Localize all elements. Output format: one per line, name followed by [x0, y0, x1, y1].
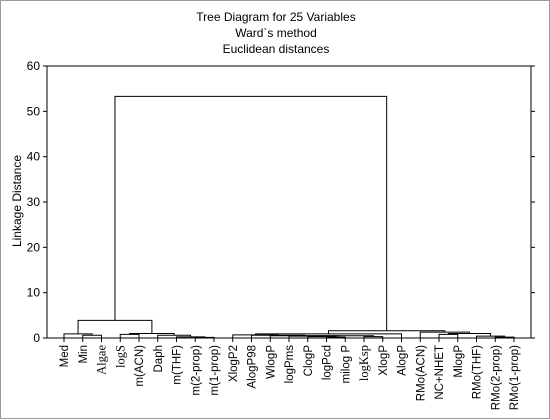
dendrogram-link: [129, 332, 175, 336]
leaf-label: RMo(ACN): [415, 345, 427, 401]
dendrogram-link: [327, 330, 446, 334]
dendrogram-links: [63, 95, 515, 338]
leaf-label: XlogP: [378, 345, 390, 376]
y-tick-label: 60: [27, 59, 41, 73]
leaf-label: RMo(THF): [472, 345, 484, 399]
leaf-label: logS: [113, 345, 127, 368]
dendrogram-link: [119, 333, 140, 338]
leaf-label: logKsp: [357, 345, 371, 381]
leaf-label: logPcd: [322, 345, 334, 380]
leaf-label: m(2-prop): [190, 345, 202, 396]
dendrogram-link: [476, 335, 506, 338]
leaf-label: XlogP2: [228, 345, 240, 382]
y-tick-label: 10: [27, 286, 41, 300]
dendrogram-link: [232, 334, 279, 338]
leaf-label: milog P: [340, 345, 352, 384]
y-axis: 0 10 20 30 40 50 60: [27, 59, 535, 345]
y-tick-label: 50: [27, 104, 41, 118]
leaf-label: Med: [59, 345, 71, 367]
leaf-label: MlogP: [453, 345, 465, 378]
dendrogram-link: [419, 331, 470, 338]
dendrogram-link: [77, 319, 153, 334]
leaf-label: Min: [78, 345, 90, 364]
leaf-label: Algae: [95, 345, 109, 375]
chart-subtitle-distance: Euclidean distances: [223, 42, 330, 56]
leaf-label: Daph: [153, 345, 165, 373]
chart-title: Tree Diagram for 25 Variables: [196, 10, 355, 24]
leaf-label: NC+NHET: [434, 345, 446, 400]
leaf-label: RMo(2-prop): [490, 345, 502, 410]
leaf-label: WlogP: [265, 345, 277, 379]
leaf-labels: Med Min Algae logS m(ACN) Daph m(THF) m(2-prop)…: [59, 338, 521, 410]
leaf-label: m(ACN): [134, 345, 146, 387]
y-tick-label: 40: [27, 150, 41, 164]
dendrogram-link: [114, 95, 388, 331]
leaf-label: AlogP: [397, 345, 409, 376]
y-tick-label: 20: [27, 240, 41, 254]
y-axis-label: Linkage Distance: [10, 155, 24, 247]
dendrogram-link: [63, 333, 93, 338]
leaf-label: ClogP: [303, 345, 315, 377]
dendrogram-link: [447, 332, 492, 337]
leaf-label: AlogP98: [247, 345, 259, 388]
plot-frame: [46, 65, 532, 339]
dendrogram-link: [438, 333, 459, 338]
leaf-label: logPms: [284, 345, 296, 384]
chart-subtitle-method: Ward`s method: [235, 26, 317, 40]
leaf-label: RMo(1-prop): [509, 345, 521, 410]
leaf-label: m(THF): [172, 345, 184, 385]
dendrogram-link: [176, 336, 206, 338]
leaf-label: m(1-prop): [209, 345, 221, 396]
y-tick-label: 30: [27, 195, 41, 209]
y-tick-label: 0: [33, 331, 40, 345]
